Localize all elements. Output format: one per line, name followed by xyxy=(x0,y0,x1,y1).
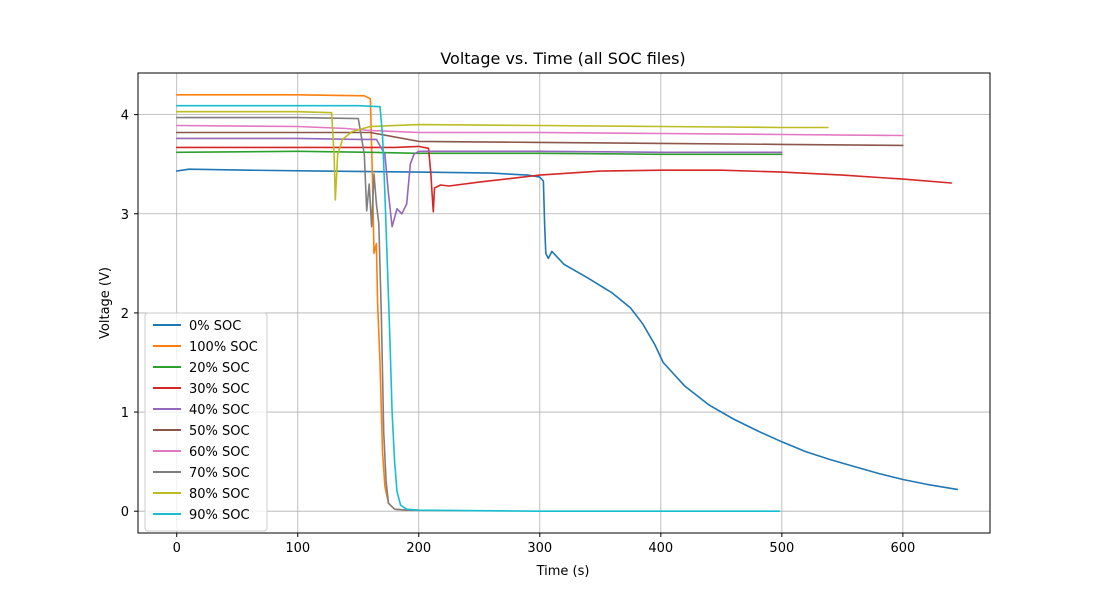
x-tick-label: 600 xyxy=(890,541,915,556)
series-line-0-soc xyxy=(175,168,959,491)
x-tick-label: 300 xyxy=(527,541,552,556)
y-tick-label: 0 xyxy=(121,505,129,520)
series-line-20-soc xyxy=(175,150,783,156)
series-line-90-soc xyxy=(175,104,781,512)
chart-title: Voltage vs. Time (all SOC files) xyxy=(440,49,685,68)
y-axis-label: Voltage (V) xyxy=(98,267,113,339)
series-line-30-soc xyxy=(175,145,953,213)
y-ticks: 0 1 2 3 4 xyxy=(121,109,138,520)
legend-entry: 60% SOC xyxy=(189,445,250,460)
legend-entry: 20% SOC xyxy=(189,361,250,376)
series-line-80-soc xyxy=(175,110,829,201)
y-tick-label: 3 xyxy=(121,208,129,223)
series-line-70-soc xyxy=(175,116,420,511)
plot-frame xyxy=(137,72,991,534)
legend: 0% SOC 100% SOC 20% SOC 30% SOC 40% SOC 50% S… xyxy=(144,312,268,532)
grid xyxy=(138,73,990,533)
x-tick-label: 100 xyxy=(285,541,310,556)
legend-entry: 50% SOC xyxy=(189,424,250,439)
legend-entry: 80% SOC xyxy=(189,487,250,502)
series-line-40-soc xyxy=(175,137,783,228)
y-tick-label: 2 xyxy=(121,307,129,322)
legend-entry: 90% SOC xyxy=(189,508,250,523)
x-tick-label: 500 xyxy=(769,541,794,556)
series-line-50-soc xyxy=(175,131,904,147)
legend-entry: 40% SOC xyxy=(189,403,250,418)
x-ticks: 0 100 200 300 400 500 600 xyxy=(173,533,915,556)
y-tick-label: 4 xyxy=(121,109,129,124)
legend-entry: 30% SOC xyxy=(189,382,250,397)
legend-entry: 0% SOC xyxy=(189,319,241,334)
series-layer xyxy=(175,94,959,512)
legend-entry: 100% SOC xyxy=(189,340,258,355)
x-axis-label: Time (s) xyxy=(536,564,590,579)
x-tick-label: 400 xyxy=(648,541,673,556)
x-tick-label: 200 xyxy=(406,541,431,556)
legend-entry: 70% SOC xyxy=(189,466,250,481)
x-tick-label: 0 xyxy=(173,541,181,556)
y-tick-label: 1 xyxy=(121,406,129,421)
series-line-60-soc xyxy=(175,124,904,137)
